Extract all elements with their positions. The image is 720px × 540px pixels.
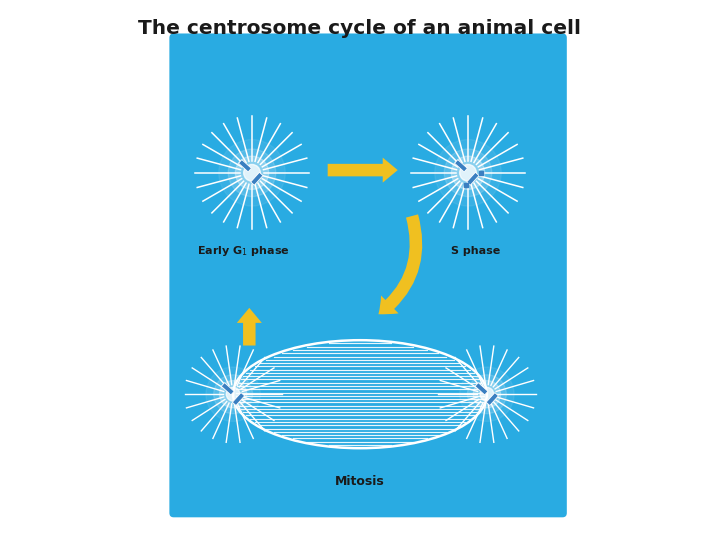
Polygon shape <box>233 393 245 406</box>
Circle shape <box>243 165 261 181</box>
Polygon shape <box>467 172 479 185</box>
Polygon shape <box>251 172 263 185</box>
Circle shape <box>206 367 261 421</box>
Polygon shape <box>475 383 488 395</box>
Circle shape <box>226 387 240 401</box>
Text: S phase: S phase <box>451 246 500 256</box>
Circle shape <box>459 367 514 421</box>
Circle shape <box>219 139 285 206</box>
Polygon shape <box>454 160 467 172</box>
Polygon shape <box>238 160 251 172</box>
Circle shape <box>451 156 485 190</box>
Text: The centrosome cycle of an animal cell: The centrosome cycle of an animal cell <box>138 19 582 38</box>
Circle shape <box>473 381 500 408</box>
Text: Early G$_1$ phase: Early G$_1$ phase <box>197 244 290 258</box>
Text: Mitosis: Mitosis <box>335 475 385 488</box>
Circle shape <box>228 149 276 197</box>
FancyBboxPatch shape <box>169 33 567 517</box>
Circle shape <box>467 375 506 414</box>
Circle shape <box>214 375 253 414</box>
Circle shape <box>480 387 494 401</box>
Circle shape <box>235 156 269 190</box>
Circle shape <box>435 139 501 206</box>
Circle shape <box>459 165 477 181</box>
Circle shape <box>220 381 247 408</box>
Polygon shape <box>221 383 234 395</box>
Polygon shape <box>486 393 498 406</box>
Circle shape <box>444 149 492 197</box>
